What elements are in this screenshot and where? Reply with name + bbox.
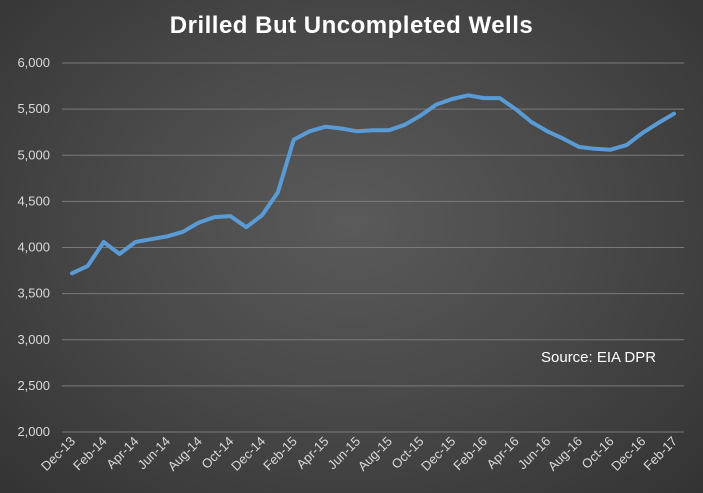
x-tick-label: Feb-17 bbox=[640, 434, 680, 474]
y-tick-label: 3,000 bbox=[17, 332, 50, 347]
y-axis-ticks: 2,000 2,500 3,000 3,500 4,000 4,500 5,000 5,500… bbox=[17, 55, 50, 439]
x-tick-label: Aug-15 bbox=[355, 434, 395, 474]
chart-title: Drilled But Uncompleted Wells bbox=[169, 12, 534, 39]
x-tick-label: Aug-14 bbox=[165, 434, 205, 474]
y-tick-label: 5,500 bbox=[17, 101, 50, 116]
y-tick-label: 4,500 bbox=[17, 193, 50, 208]
y-tick-label: 3,500 bbox=[17, 286, 50, 301]
y-tick-label: 6,000 bbox=[17, 55, 50, 70]
x-axis-ticks: Dec-13Feb-14Apr-14Jun-14Aug-14Oct-14Dec-… bbox=[38, 434, 680, 474]
x-tick-label: Dec-15 bbox=[418, 434, 458, 474]
x-tick-label: Apr-15 bbox=[293, 434, 331, 472]
gridlines bbox=[62, 62, 684, 433]
x-tick-label: Feb-16 bbox=[450, 434, 490, 474]
series-line bbox=[70, 93, 676, 276]
x-tick-label: Dec-13 bbox=[38, 434, 78, 474]
y-tick-label: 2,000 bbox=[17, 424, 50, 439]
x-tick-label: Feb-15 bbox=[260, 434, 300, 474]
x-tick-label: Apr-14 bbox=[103, 434, 141, 472]
series-layer bbox=[70, 93, 676, 276]
y-tick-label: 2,500 bbox=[17, 378, 50, 393]
x-tick-label: Apr-16 bbox=[483, 434, 521, 472]
y-tick-label: 5,000 bbox=[17, 147, 50, 162]
x-tick-label: Aug-16 bbox=[545, 434, 585, 474]
x-tick-label: Dec-16 bbox=[608, 434, 648, 474]
source-annotation: Source: EIA DPR bbox=[541, 349, 657, 366]
y-tick-label: 4,000 bbox=[17, 240, 50, 255]
x-tick-label: Feb-14 bbox=[70, 434, 110, 474]
x-tick-label: Dec-14 bbox=[228, 434, 268, 474]
